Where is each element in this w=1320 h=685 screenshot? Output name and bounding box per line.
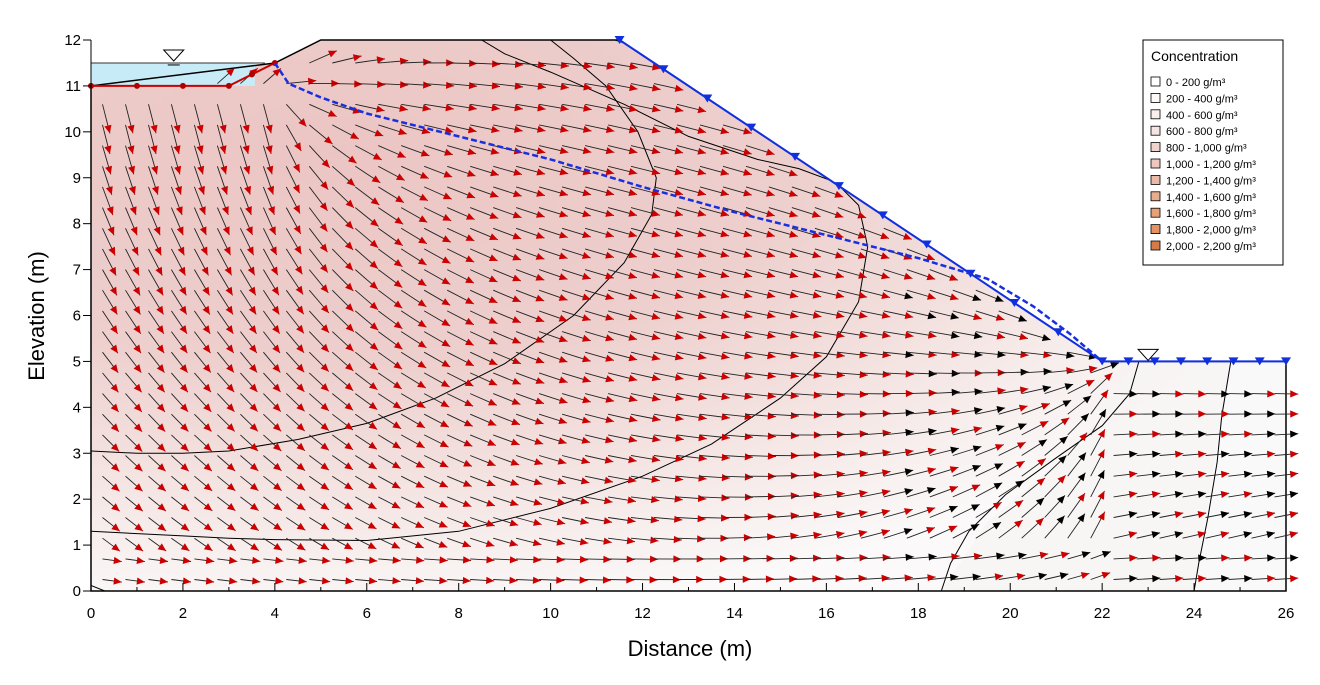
legend-swatch xyxy=(1151,110,1160,119)
legend-swatch xyxy=(1151,159,1160,168)
flow-vector-head xyxy=(1290,511,1299,518)
reservoir-level-marker xyxy=(164,50,184,61)
x-tick-label: 10 xyxy=(542,605,559,622)
legend-label: 400 - 600 g/m³ xyxy=(1166,110,1238,122)
x-tick-label: 12 xyxy=(634,605,651,622)
x-tick-label: 2 xyxy=(179,605,187,622)
concentration-field xyxy=(91,40,1286,591)
legend-swatch xyxy=(1151,143,1160,152)
legend-swatch xyxy=(1151,93,1160,102)
legend-label: 1,000 - 1,200 g/m³ xyxy=(1166,159,1256,171)
x-tick-label: 22 xyxy=(1094,605,1111,622)
y-tick-label: 11 xyxy=(65,78,81,95)
y-tick-label: 12 xyxy=(64,32,81,49)
y-tick-label: 6 xyxy=(73,308,81,325)
flow-vector-head xyxy=(1290,431,1298,438)
legend-label: 600 - 800 g/m³ xyxy=(1166,126,1238,138)
legend-swatch xyxy=(1151,241,1160,250)
legend-label: 1,200 - 1,400 g/m³ xyxy=(1166,175,1256,187)
field-clip xyxy=(91,40,1286,591)
y-tick-label: 0 xyxy=(73,583,81,600)
legend-swatch xyxy=(1151,77,1160,86)
flow-vector-head xyxy=(1290,471,1298,478)
x-tick-label: 14 xyxy=(726,605,743,622)
x-tick-label: 16 xyxy=(818,605,835,622)
x-tick-label: 8 xyxy=(455,605,463,622)
x-axis-title: Distance (m) xyxy=(628,636,753,661)
y-axis-title: Elevation (m) xyxy=(24,251,49,381)
y-tick-label: 10 xyxy=(64,124,81,141)
legend-swatch xyxy=(1151,175,1160,184)
x-tick-label: 18 xyxy=(910,605,927,622)
x-tick-label: 0 xyxy=(87,605,95,622)
legend-label: 200 - 400 g/m³ xyxy=(1166,93,1238,105)
y-tick-label: 9 xyxy=(73,170,81,187)
y-tick-label: 3 xyxy=(73,445,81,462)
upstream-node-1 xyxy=(134,83,140,89)
legend-swatch xyxy=(1151,208,1160,217)
legend-swatch xyxy=(1151,192,1160,201)
y-tick-label: 8 xyxy=(73,216,81,233)
y-tick-label: 5 xyxy=(73,353,81,370)
legend-swatch xyxy=(1151,126,1160,135)
y-tick-label: 7 xyxy=(73,262,81,279)
legend-title: Concentration xyxy=(1151,48,1238,64)
x-tick-label: 26 xyxy=(1278,605,1295,622)
flow-vector-head xyxy=(1290,390,1298,397)
flow-vector-head xyxy=(1290,491,1298,498)
flow-vector-head xyxy=(1290,554,1298,561)
legend-label: 1,400 - 1,600 g/m³ xyxy=(1166,192,1256,204)
x-tick-label: 6 xyxy=(363,605,371,622)
flow-vector-head xyxy=(1290,451,1298,458)
contour-line-6 xyxy=(666,40,712,61)
upstream-node-4 xyxy=(249,71,255,77)
y-tick-label: 4 xyxy=(73,399,81,416)
legend-swatch xyxy=(1151,225,1160,234)
legend: Concentration 0 - 200 g/m³ 200 - 400 g/m³… xyxy=(1143,40,1283,265)
legend-label: 1,600 - 1,800 g/m³ xyxy=(1166,208,1256,220)
legend-label: 1,800 - 2,000 g/m³ xyxy=(1166,225,1256,237)
x-tick-label: 4 xyxy=(271,605,279,622)
y-tick-label: 1 xyxy=(73,537,81,554)
upstream-node-2 xyxy=(180,83,186,89)
legend-label: 800 - 1,000 g/m³ xyxy=(1166,143,1247,155)
x-tick-label: 24 xyxy=(1186,605,1203,622)
flow-vector-head xyxy=(1289,531,1298,538)
legend-label: 0 - 200 g/m³ xyxy=(1166,77,1226,89)
upstream-node-3 xyxy=(226,83,232,89)
flow-vector-head xyxy=(1290,410,1298,417)
x-tick-label: 20 xyxy=(1002,605,1019,622)
legend-label: 2,000 - 2,200 g/m³ xyxy=(1166,241,1256,253)
y-tick-label: 2 xyxy=(73,491,81,508)
flow-vector-head xyxy=(1290,575,1298,582)
